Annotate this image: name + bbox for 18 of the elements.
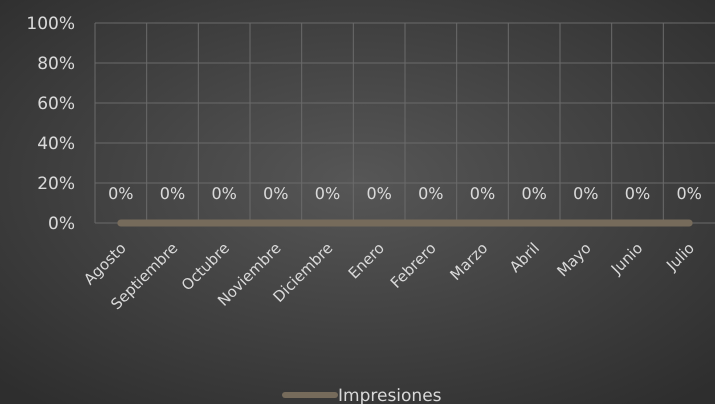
data-label: 0% xyxy=(366,184,392,203)
y-tick-label: 60% xyxy=(37,94,75,114)
data-label: 0% xyxy=(676,184,702,203)
data-label: 0% xyxy=(470,184,496,203)
data-label: 0% xyxy=(314,184,340,203)
y-tick-label: 20% xyxy=(37,174,75,194)
data-label: 0% xyxy=(521,184,547,203)
y-tick-label: 80% xyxy=(37,54,75,74)
data-label: 0% xyxy=(263,184,289,203)
data-label: 0% xyxy=(418,184,444,203)
y-tick-label: 40% xyxy=(37,134,75,154)
data-label: 0% xyxy=(573,184,599,203)
data-label: 0% xyxy=(108,184,134,203)
y-tick-label: 100% xyxy=(26,14,75,34)
data-label: 0% xyxy=(160,184,186,203)
y-tick-label: 0% xyxy=(48,214,75,234)
data-label: 0% xyxy=(624,184,650,203)
data-label: 0% xyxy=(211,184,237,203)
